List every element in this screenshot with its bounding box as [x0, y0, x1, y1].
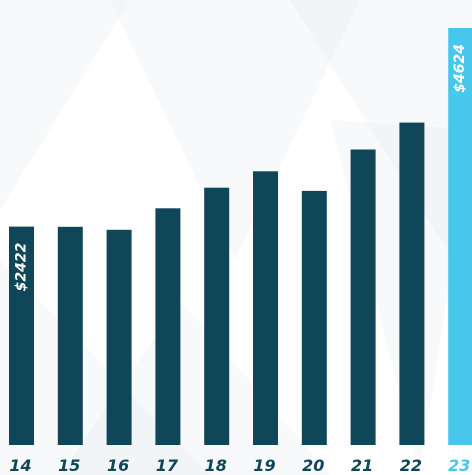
- x-tick-label-17: 17: [156, 456, 179, 475]
- bar-23: [448, 28, 472, 445]
- bar-17: [155, 208, 181, 445]
- x-tick-label-15: 15: [58, 456, 80, 475]
- x-tick-label-22: 22: [400, 456, 422, 475]
- bar-20: [301, 190, 327, 445]
- value-label-23: $4624: [452, 44, 468, 93]
- data-labels: $2422 $4624: [14, 44, 469, 291]
- x-tick-label-14: 14: [9, 456, 31, 475]
- bar-14: [9, 226, 34, 445]
- value-label-14: $2422: [14, 243, 30, 292]
- x-tick-label-19: 19: [253, 456, 275, 475]
- x-tick-label-23: 23: [448, 456, 470, 475]
- background-triangle-0: [0, 0, 130, 210]
- bar-16: [106, 229, 132, 445]
- x-tick-label-21: 21: [351, 456, 373, 475]
- bar-22: [399, 122, 425, 445]
- x-tick-label-18: 18: [205, 456, 227, 475]
- x-tick-label-20: 20: [302, 456, 324, 475]
- bars: [9, 28, 472, 446]
- background-triangle-1: [110, 0, 360, 260]
- bar-21: [350, 149, 376, 445]
- bar-15: [57, 226, 83, 445]
- bar-19: [253, 171, 278, 446]
- background-triangle-2: [290, 0, 472, 290]
- bar-18: [204, 187, 230, 445]
- x-tick-label-16: 16: [107, 456, 129, 475]
- x-axis-tick-labels: 14 15 16 17 18 19 20 21 22 23: [9, 456, 470, 475]
